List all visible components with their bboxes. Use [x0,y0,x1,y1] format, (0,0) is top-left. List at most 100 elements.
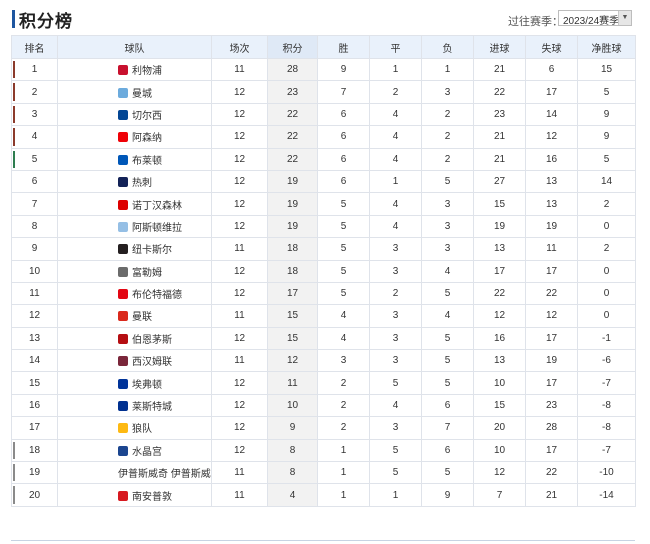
rank-value: 20 [28,489,41,501]
header-rank: 排名 [11,35,58,59]
table-row[interactable]: 16 莱斯特城 12 10 2 4 6 15 23 -8 [11,393,636,418]
table-row[interactable]: 6 热刺 12 19 6 1 5 27 13 14 [11,169,636,194]
goal-difference-cell: 9 [577,102,636,127]
losses-cell: 2 [421,125,474,149]
chevron-down-icon[interactable]: ▼ [618,11,631,25]
rank-value: 14 [28,355,41,367]
wins-cell: 7 [317,80,370,104]
goals-for-cell: 13 [473,237,526,261]
points-cell: 15 [267,304,318,328]
played-cell: 12 [211,147,268,171]
losses-cell: 5 [421,326,474,351]
team-name[interactable]: 埃弗顿 [132,379,162,391]
man-united-crest-icon [118,311,128,322]
rank-cell: 12 [11,304,58,328]
table-row[interactable]: 12 曼联 11 15 4 3 4 12 12 0 [11,304,636,328]
team-cell[interactable]: 布莱顿 [57,147,212,171]
table-row[interactable]: 4 阿森纳 12 22 6 4 2 21 12 9 [11,125,636,149]
points-cell: 11 [267,371,318,395]
table-row[interactable]: 1 利物浦 11 28 9 1 1 21 6 15 [11,57,636,82]
goal-difference-cell: 14 [577,169,636,194]
team-cell[interactable]: 阿斯顿维拉 [57,214,212,239]
team-cell[interactable]: 诺丁汉森林 [57,192,212,216]
goals-against-cell: 19 [525,214,578,239]
standings-table: 排名 球队 场次 积分 胜 平 负 进球 失球 净胜球 1 利物浦 11 28 9 1 1 2… [11,35,636,507]
team-cell[interactable]: 埃弗顿 [57,371,212,395]
team-name[interactable]: 热刺 [132,178,152,190]
table-row[interactable]: 13 伯恩茅斯 12 15 4 3 5 16 17 -1 [11,326,636,351]
table-row[interactable]: 10 富勒姆 12 18 5 3 4 17 17 0 [11,259,636,283]
table-row[interactable]: 15 埃弗顿 12 11 2 5 5 10 17 -7 [11,371,636,395]
team-name[interactable]: 曼联 [132,312,152,324]
team-name[interactable]: 南安普敦 [132,491,172,503]
team-cell[interactable]: 伯恩茅斯 [57,326,212,351]
table-row[interactable]: 9 纽卡斯尔 11 18 5 3 3 13 11 2 [11,237,636,261]
team-name[interactable]: 阿森纳 [132,133,162,145]
team-cell[interactable]: 热刺 [57,169,212,194]
table-row[interactable]: 17 狼队 12 9 2 3 7 20 28 -8 [11,416,636,440]
table-row[interactable]: 11 布伦特福德 12 17 5 2 5 22 22 0 [11,281,636,306]
team-name[interactable]: 布莱顿 [132,155,162,167]
goals-against-cell: 12 [525,304,578,328]
season-select[interactable]: 2023/24赛季 ▼ [558,10,632,27]
team-cell[interactable]: 切尔西 [57,102,212,127]
wins-cell: 9 [317,57,370,82]
team-name[interactable]: 诺丁汉森林 [132,200,182,212]
losses-cell: 5 [421,461,474,485]
table-row[interactable]: 3 切尔西 12 22 6 4 2 23 14 9 [11,102,636,127]
team-cell[interactable]: 布伦特福德 [57,281,212,306]
team-name[interactable]: 利物浦 [132,66,162,78]
team-name[interactable]: 莱斯特城 [132,402,172,414]
goals-against-cell: 22 [525,281,578,306]
team-cell[interactable]: 伊普斯威奇 伊普斯威奇 [57,461,212,485]
table-row[interactable]: 7 诺丁汉森林 12 19 5 4 3 15 13 2 [11,192,636,216]
team-cell[interactable]: 西汉姆联 [57,349,212,373]
wins-cell: 3 [317,349,370,373]
team-cell[interactable]: 阿森纳 [57,125,212,149]
team-cell[interactable]: 曼联 [57,304,212,328]
team-name[interactable]: 阿斯顿维拉 [132,222,182,234]
team-cell[interactable]: 南安普敦 [57,483,212,507]
table-row[interactable]: 19 伊普斯威奇 伊普斯威奇 11 8 1 5 5 12 22 -10 [11,461,636,485]
goals-for-cell: 19 [473,214,526,239]
team-cell[interactable]: 曼城 [57,80,212,104]
team-cell[interactable]: 纽卡斯尔 [57,237,212,261]
team-cell[interactable]: 水晶宫 [57,438,212,463]
draws-cell: 4 [369,102,422,127]
table-row[interactable]: 14 西汉姆联 11 12 3 3 5 13 19 -6 [11,349,636,373]
chelsea-crest-icon [118,109,128,120]
team-cell[interactable]: 狼队 [57,416,212,440]
team-name[interactable]: 伯恩茅斯 [132,334,172,346]
team-name[interactable]: 切尔西 [132,110,162,122]
table-row[interactable]: 5 布莱顿 12 22 6 4 2 21 16 5 [11,147,636,171]
goal-difference-cell: -7 [577,438,636,463]
table-row[interactable]: 2 曼城 12 23 7 2 3 22 17 5 [11,80,636,104]
rank-cell: 8 [11,214,58,239]
rank-value: 15 [28,377,41,389]
tottenham-crest-icon [118,177,128,188]
team-name[interactable]: 伊普斯威奇 伊普斯威奇 [118,469,212,481]
draws-cell: 3 [369,259,422,283]
team-cell[interactable]: 富勒姆 [57,259,212,283]
table-row[interactable]: 18 水晶宫 12 8 1 5 6 10 17 -7 [11,438,636,463]
goals-against-cell: 13 [525,169,578,194]
header-wins: 胜 [317,35,370,59]
team-name[interactable]: 水晶宫 [132,446,162,458]
team-name[interactable]: 西汉姆联 [132,357,172,369]
team-name[interactable]: 纽卡斯尔 [132,245,172,257]
table-row[interactable]: 20 南安普敦 11 4 1 1 9 7 21 -14 [11,483,636,507]
goal-difference-cell: 0 [577,214,636,239]
team-name[interactable]: 狼队 [132,424,152,436]
team-cell[interactable]: 利物浦 [57,57,212,82]
table-bottom-divider [11,540,635,541]
team-name[interactable]: 布伦特福德 [132,290,182,302]
team-name[interactable]: 曼城 [132,88,152,100]
played-cell: 12 [211,438,268,463]
team-name[interactable]: 富勒姆 [132,267,162,279]
team-cell[interactable]: 莱斯特城 [57,393,212,418]
points-cell: 28 [267,57,318,82]
wins-cell: 4 [317,304,370,328]
table-row[interactable]: 8 阿斯顿维拉 12 19 5 4 3 19 19 0 [11,214,636,239]
header-goal-difference: 净胜球 [577,35,636,59]
goals-against-cell: 13 [525,192,578,216]
